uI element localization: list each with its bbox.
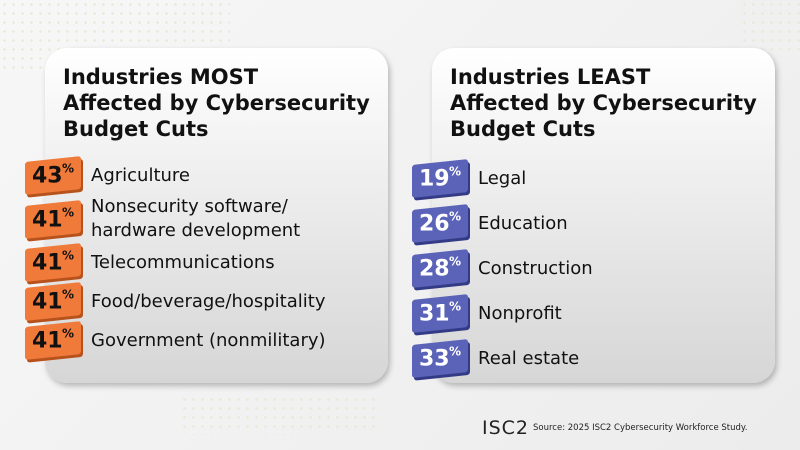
percent-value: 41 <box>31 328 63 354</box>
industry-label: Construction <box>478 257 593 281</box>
label-line: Government (nonmilitary) <box>91 329 326 351</box>
percent-unit: % <box>62 325 75 340</box>
item-list: 19% Legal 26% Education 28% Construction 31% No… <box>412 156 593 381</box>
percent-badge: 19% <box>412 159 468 198</box>
item-row: 41% Food/beverage/hospitality <box>25 282 326 321</box>
panel-title: Industries MOST Affected by Cybersecurity… <box>63 64 370 142</box>
title-line: Affected by Cybersecurity <box>63 91 370 115</box>
percent-badge: 33% <box>412 339 468 378</box>
industry-label: Telecommunications <box>91 251 275 275</box>
percent-unit: % <box>449 163 462 178</box>
title-line: Budget Cuts <box>63 117 209 141</box>
label-line: Construction <box>478 257 593 279</box>
percent-unit: % <box>449 208 462 223</box>
percent-badge: 41% <box>25 243 81 282</box>
title-line: Budget Cuts <box>450 117 596 141</box>
percent-value: 19 <box>418 166 450 192</box>
percent-unit: % <box>449 343 462 358</box>
title-line: Affected by Cybersecurity <box>450 91 757 115</box>
industry-label: Education <box>478 212 568 236</box>
label-line: Nonsecurity software/ <box>91 196 288 217</box>
percent-unit: % <box>449 298 462 313</box>
item-row: 26% Education <box>412 201 593 246</box>
label-line: Real estate <box>478 347 580 369</box>
label-line: Telecommunications <box>91 251 275 273</box>
percent-value: 43 <box>31 163 63 189</box>
percent-badge: 43% <box>25 156 81 195</box>
label-line: Food/beverage/hospitality <box>91 290 326 312</box>
percent-value: 28 <box>418 256 450 282</box>
item-row: 41% Nonsecurity software/hardware develop… <box>25 195 326 243</box>
industry-label: Nonsecurity software/hardware developmen… <box>91 195 300 243</box>
item-row: 28% Construction <box>412 246 593 291</box>
industry-label: Food/beverage/hospitality <box>91 290 325 314</box>
percent-value: 41 <box>31 289 63 315</box>
decor-dots <box>740 0 800 50</box>
item-row: 19% Legal <box>412 156 593 201</box>
panel-title: Industries LEAST Affected by Cybersecurit… <box>450 64 757 142</box>
percent-badge: 26% <box>412 204 468 243</box>
item-row: 33% Real estate <box>412 336 593 381</box>
percent-unit: % <box>62 204 75 219</box>
item-row: 41% Telecommunications <box>25 243 326 282</box>
title-line: Industries MOST <box>63 65 259 89</box>
percent-badge: 41% <box>25 199 81 239</box>
percent-value: 26 <box>418 211 450 237</box>
industry-label: Government (nonmilitary) <box>91 329 326 353</box>
panel-most: Industries MOST Affected by Cybersecurity… <box>25 48 388 383</box>
percent-value: 33 <box>418 346 450 372</box>
label-line: Nonprofit <box>478 302 562 324</box>
item-row: 31% Nonprofit <box>412 291 593 336</box>
title-line: Industries LEAST <box>450 65 651 89</box>
percent-value: 41 <box>31 207 63 233</box>
percent-badge: 28% <box>412 249 468 288</box>
percent-badge: 41% <box>25 282 81 321</box>
industry-label: Real estate <box>478 347 579 371</box>
percent-unit: % <box>62 247 75 262</box>
percent-unit: % <box>62 160 75 175</box>
label-line: Education <box>478 212 568 234</box>
source-note: Source: 2025 ISC2 Cybersecurity Workforc… <box>533 423 748 433</box>
industry-label: Agriculture <box>91 164 190 188</box>
label-line: Agriculture <box>91 164 190 186</box>
logo: ISC2 <box>482 417 530 439</box>
industry-label: Nonprofit <box>478 302 562 326</box>
percent-value: 41 <box>31 250 63 276</box>
label-line: hardware development <box>91 220 301 241</box>
percent-value: 31 <box>418 301 450 327</box>
item-row: 43% Agriculture <box>25 156 326 195</box>
percent-unit: % <box>62 286 75 301</box>
decor-dots <box>180 395 380 435</box>
item-list: 43% Agriculture 41% Nonsecurity software/ha… <box>25 156 326 360</box>
percent-unit: % <box>449 253 462 268</box>
panel-least: Industries LEAST Affected by Cybersecurit… <box>412 48 775 383</box>
industry-label: Legal <box>478 167 526 191</box>
percent-badge: 41% <box>25 321 81 360</box>
percent-badge: 31% <box>412 294 468 333</box>
label-line: Legal <box>478 167 527 189</box>
item-row: 41% Government (nonmilitary) <box>25 321 326 360</box>
